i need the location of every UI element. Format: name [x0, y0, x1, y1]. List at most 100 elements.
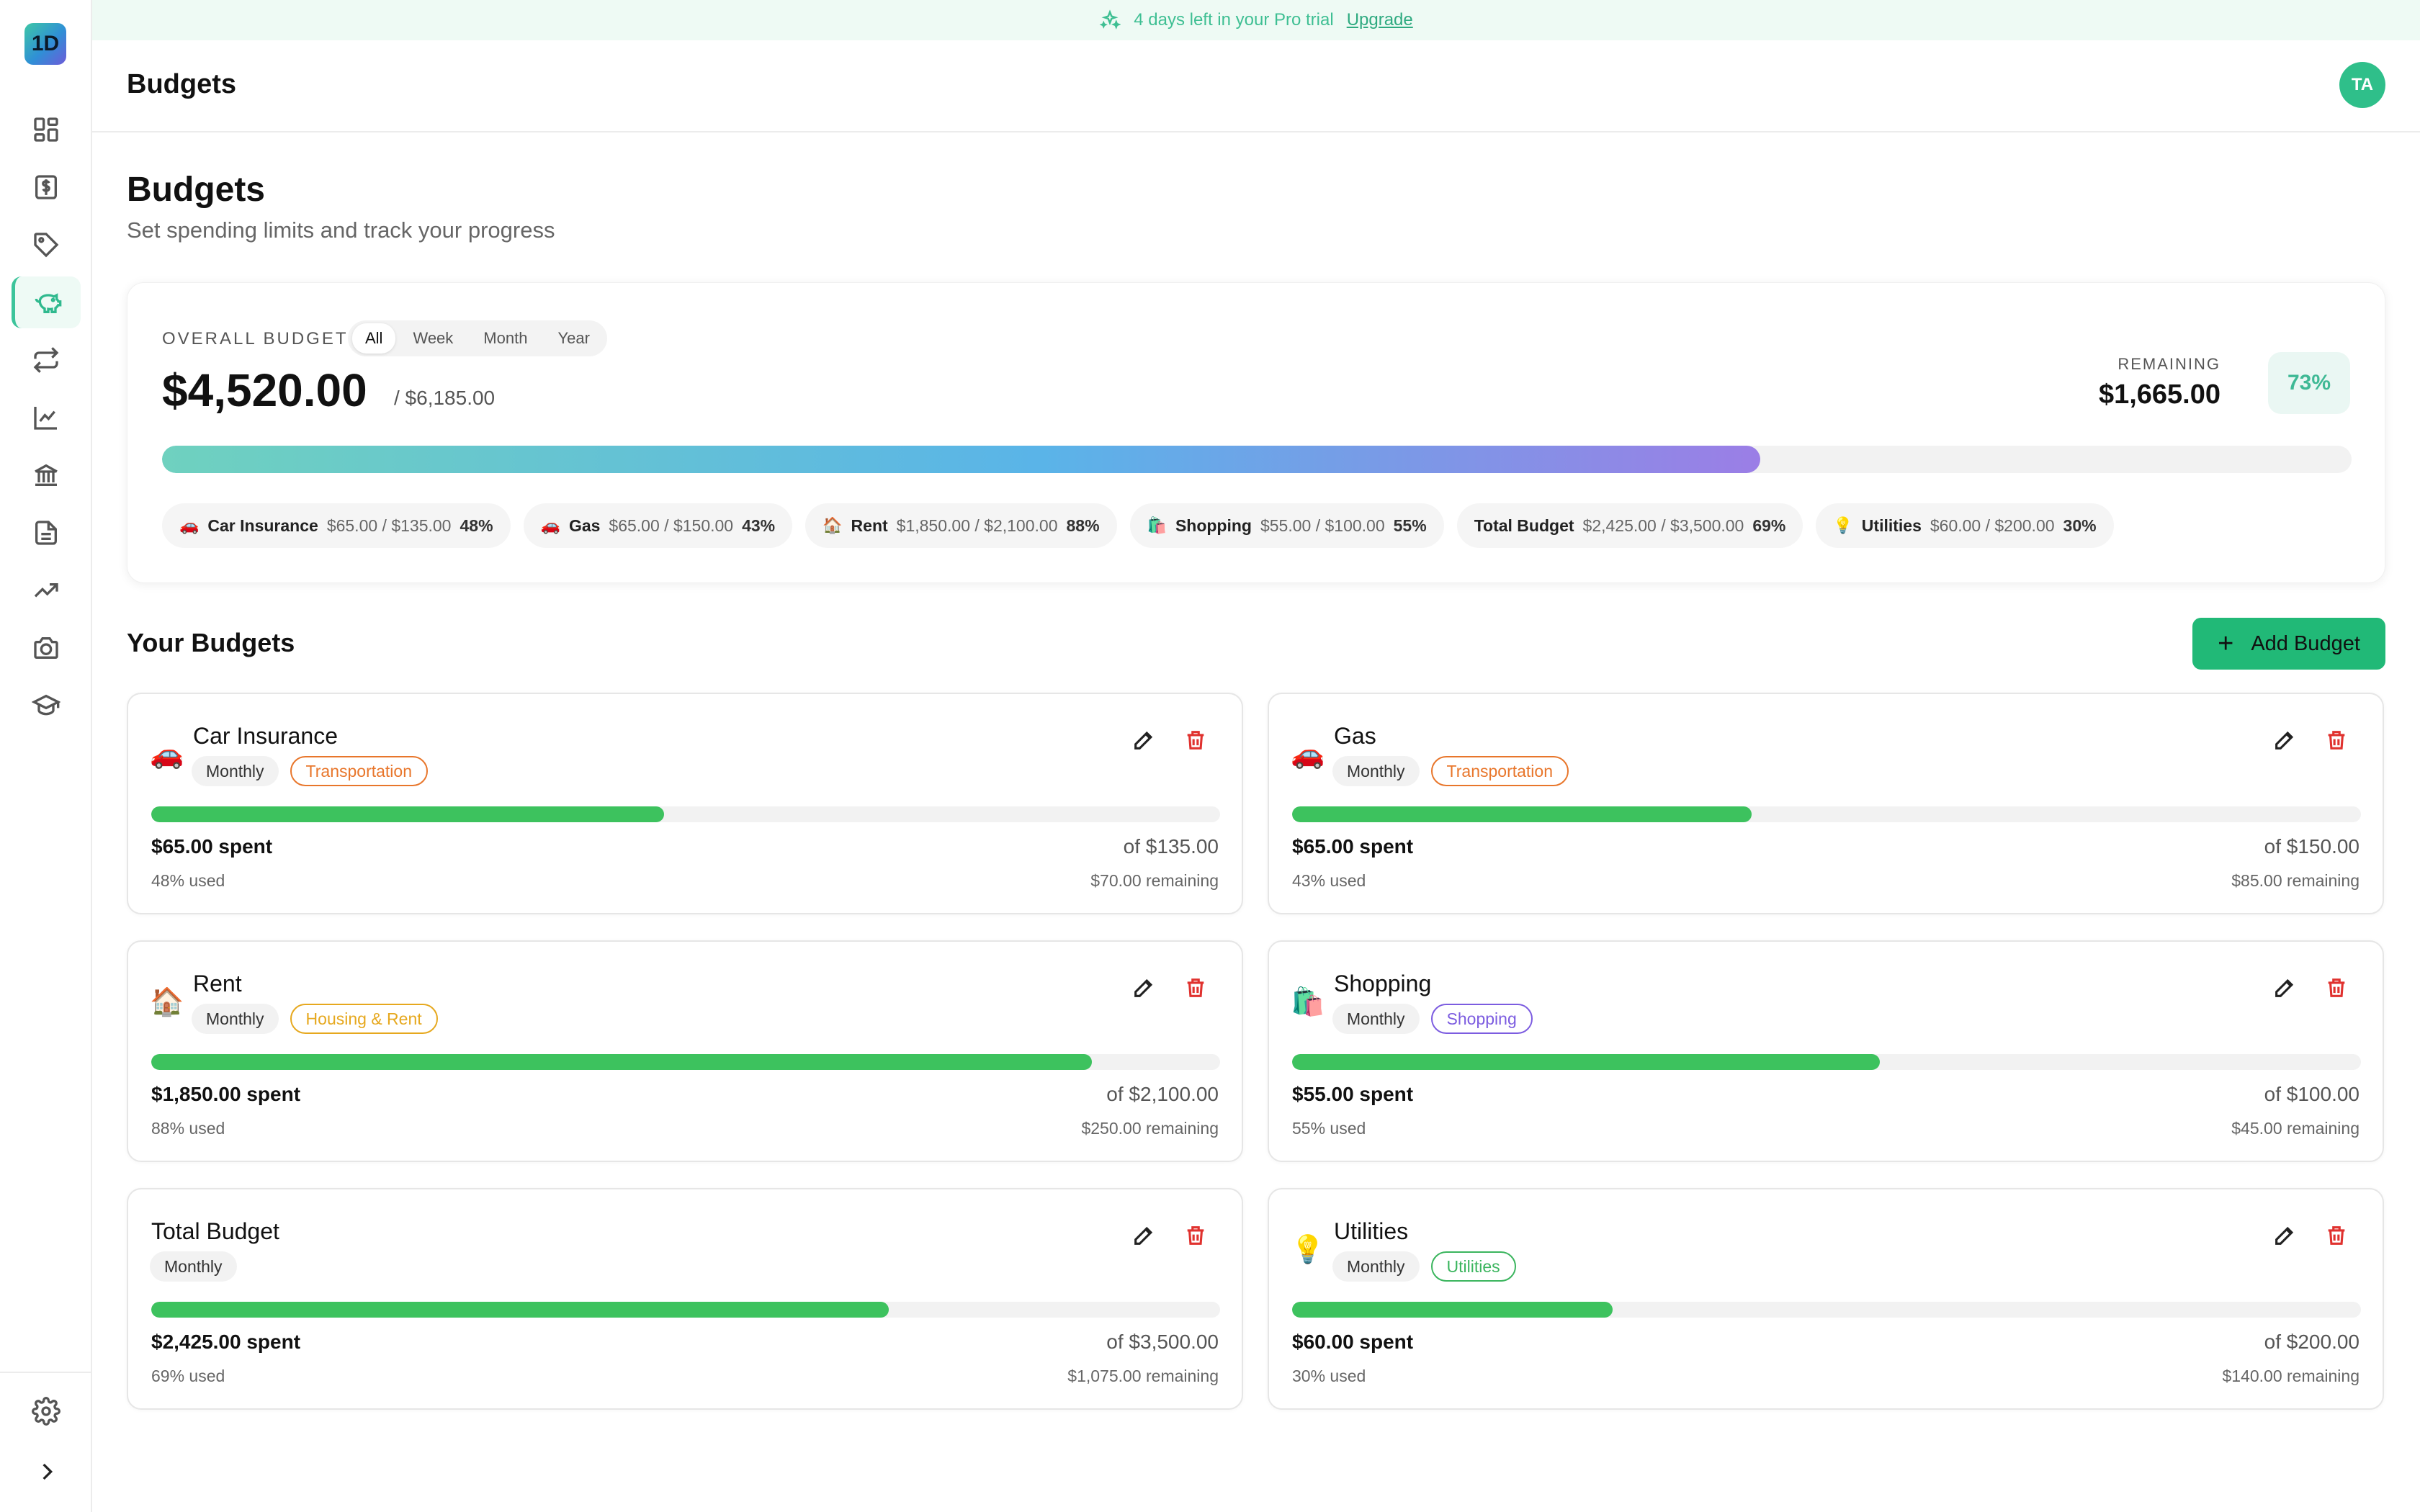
overall-progress-track — [162, 446, 2352, 473]
delete-button[interactable] — [2321, 973, 2352, 1005]
chip-emoji-icon: 🚗 — [179, 516, 200, 534]
budget-chips: 🚗 Car Insurance $65.00 / $135.00 48% 🚗 Gas $65… — [162, 503, 2114, 548]
chip-name: Gas — [568, 516, 601, 535]
nav-learn[interactable] — [12, 680, 81, 732]
pencil-icon — [1131, 1223, 1156, 1251]
your-budgets-title: Your Budgets — [127, 628, 295, 657]
budget-tags: Monthly — [150, 1251, 237, 1282]
nav-expand[interactable] — [12, 1446, 81, 1498]
budget-name: Shopping — [1334, 971, 1432, 996]
camera-icon — [34, 637, 58, 659]
edit-button[interactable] — [2269, 1221, 2300, 1253]
remaining-amount: $1,075.00 remaining — [1067, 1367, 1219, 1385]
used-percent: 69% used — [151, 1367, 225, 1385]
nav-receipts[interactable] — [12, 622, 81, 674]
chip-emoji-icon: 🛍️ — [1147, 516, 1167, 534]
spent-amount: $60.00 spent — [1292, 1331, 1414, 1353]
budget-emoji-icon: 💡 — [1291, 1235, 1325, 1265]
chip-amount: $1,850.00 / $2,100.00 — [896, 516, 1058, 535]
edit-button[interactable] — [1128, 726, 1160, 757]
header: Budgets TA — [92, 40, 2420, 132]
page-subtitle: Set spending limits and track your progr… — [127, 217, 555, 243]
chip-percent: 69% — [1752, 516, 1786, 535]
nav-reports[interactable] — [12, 392, 81, 444]
edit-button[interactable] — [1128, 973, 1160, 1005]
budget-chip[interactable]: Total Budget $2,425.00 / $3,500.00 69% — [1456, 503, 1803, 548]
used-percent: 48% used — [151, 871, 225, 890]
budget-card: 🚗 Gas Monthly Transportation $65.00 spent of … — [1268, 693, 2384, 914]
budget-chip[interactable]: 🛍️ Shopping $55.00 / $100.00 55% — [1129, 503, 1444, 548]
overall-budget-label: OVERALL BUDGET — [162, 329, 349, 348]
used-percent: 55% used — [1292, 1119, 1366, 1138]
budget-chip[interactable]: 🚗 Gas $65.00 / $150.00 43% — [523, 503, 793, 548]
delete-button[interactable] — [1180, 1221, 1211, 1253]
budget-progress-track — [151, 806, 1220, 822]
chip-percent: 43% — [742, 516, 776, 535]
delete-button[interactable] — [2321, 1221, 2352, 1253]
document-icon — [35, 521, 57, 545]
upgrade-link[interactable]: Upgrade — [1346, 10, 1413, 30]
delete-button[interactable] — [1180, 726, 1211, 757]
avatar[interactable]: TA — [2339, 62, 2385, 108]
chip-amount: $65.00 / $135.00 — [326, 516, 452, 535]
edit-button[interactable] — [2269, 726, 2300, 757]
overall-percent-badge: 73% — [2268, 352, 2350, 414]
edit-button[interactable] — [2269, 973, 2300, 1005]
nav-dashboard[interactable] — [12, 104, 81, 156]
nav-categories[interactable] — [12, 219, 81, 271]
nav-settings[interactable] — [12, 1385, 81, 1437]
frequency-tag: Monthly — [1332, 756, 1420, 786]
budget-progress-track — [1292, 1302, 2361, 1318]
delete-button[interactable] — [1180, 973, 1211, 1005]
used-percent: 88% used — [151, 1119, 225, 1138]
add-budget-button[interactable]: + Add Budget — [2192, 618, 2385, 670]
period-week[interactable]: Week — [413, 329, 454, 347]
add-budget-label: Add Budget — [2251, 631, 2360, 655]
overall-total: / $6,185.00 — [394, 387, 496, 409]
chip-percent: 55% — [1393, 516, 1427, 535]
trash-icon — [1183, 1223, 1208, 1251]
nav-investments[interactable] — [12, 564, 81, 616]
app-logo[interactable]: 1D — [24, 23, 66, 65]
delete-button[interactable] — [2321, 726, 2352, 757]
chip-name: Total Budget — [1474, 516, 1574, 535]
spent-amount: $65.00 spent — [1292, 835, 1414, 858]
nav-transactions[interactable] — [12, 161, 81, 213]
budget-emoji-icon: 🚗 — [150, 739, 184, 770]
chip-emoji-icon: 🏠 — [823, 516, 843, 534]
period-year[interactable]: Year — [557, 329, 590, 347]
sidebar-divider — [0, 1372, 92, 1373]
budget-chip[interactable]: 🚗 Car Insurance $65.00 / $135.00 48% — [162, 503, 511, 548]
budget-progress-fill — [151, 1054, 1092, 1070]
pencil-icon — [1131, 728, 1156, 756]
budget-name: Gas — [1334, 723, 1376, 749]
nav-documents[interactable] — [12, 507, 81, 559]
budget-name: Car Insurance — [193, 723, 338, 749]
chip-amount: $65.00 / $150.00 — [609, 516, 734, 535]
spent-amount: $55.00 spent — [1292, 1083, 1414, 1105]
chip-percent: 48% — [460, 516, 493, 535]
nav-transfers[interactable] — [12, 334, 81, 386]
period-all[interactable]: All — [352, 323, 396, 354]
period-month[interactable]: Month — [483, 329, 528, 347]
edit-button[interactable] — [1128, 1221, 1160, 1253]
budget-progress-fill — [1292, 1054, 1881, 1070]
used-percent: 43% used — [1292, 871, 1366, 890]
budget-progress-track — [1292, 1054, 2361, 1070]
tag-icon — [34, 233, 59, 258]
budget-progress-track — [151, 1302, 1220, 1318]
chip-emoji-icon: 💡 — [1833, 516, 1853, 534]
budget-progress-track — [151, 1054, 1220, 1070]
budget-chip[interactable]: 💡 Utilities $60.00 / $200.00 30% — [1816, 503, 2114, 548]
nav-accounts[interactable] — [12, 449, 81, 501]
budget-tags: Monthly Shopping — [1332, 1004, 1533, 1034]
budget-tags: Monthly Housing & Rent — [192, 1004, 438, 1034]
budget-card: Total Budget Monthly $2,425.00 spent of $3,… — [127, 1188, 1243, 1410]
budget-chip[interactable]: 🏠 Rent $1,850.00 / $2,100.00 88% — [805, 503, 1117, 548]
trash-icon — [2324, 976, 2349, 1004]
chip-amount: $60.00 / $200.00 — [1930, 516, 2055, 535]
nav-budgets[interactable] — [12, 276, 81, 328]
overall-progress-fill — [162, 446, 1761, 473]
gear-icon — [32, 1397, 60, 1426]
plus-icon: + — [2218, 629, 2234, 659]
